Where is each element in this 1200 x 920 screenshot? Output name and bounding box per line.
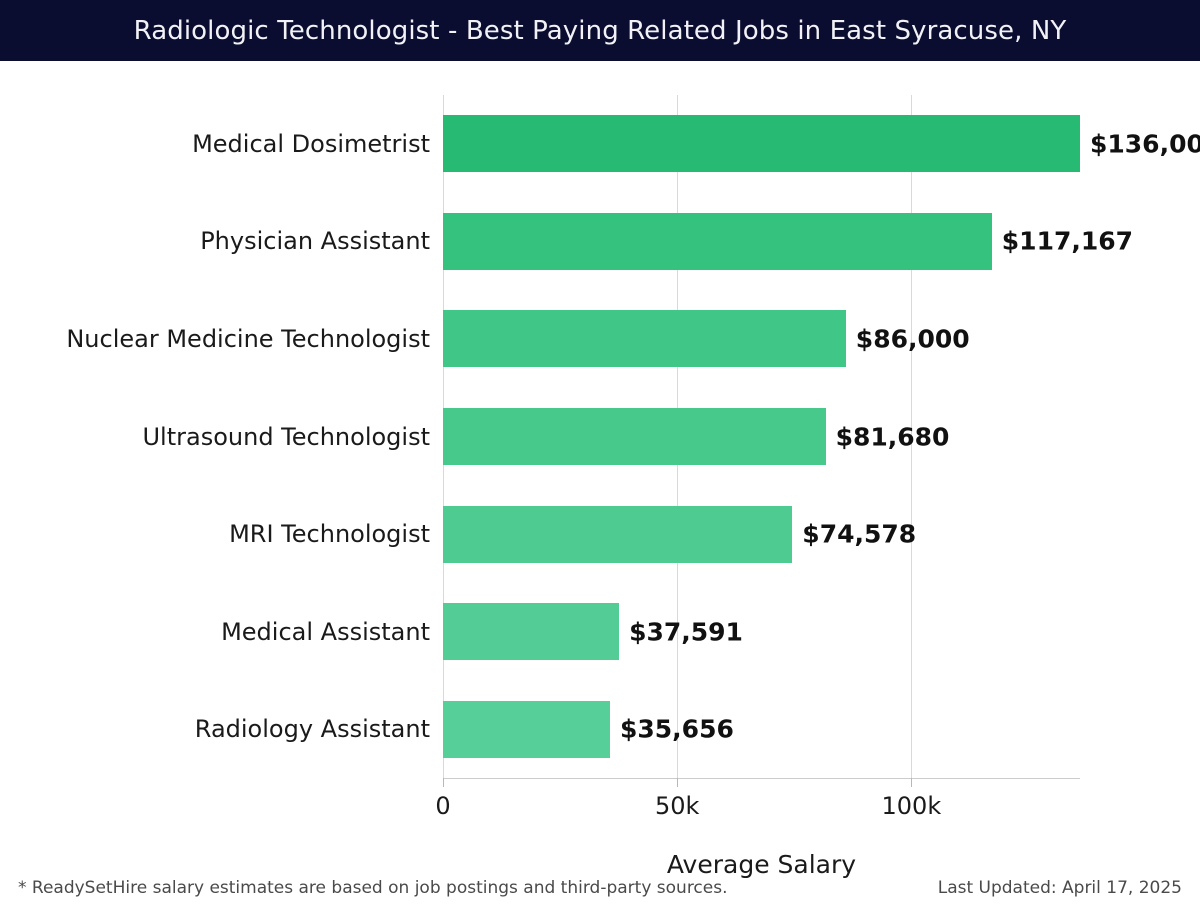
x-tick-mark: [911, 778, 913, 787]
bar-row[interactable]: $117,167: [443, 212, 1133, 270]
bar[interactable]: [443, 408, 826, 465]
bar[interactable]: [443, 310, 846, 368]
header-bar: Radiologic Technologist - Best Paying Re…: [0, 0, 1200, 61]
x-axis-title: Average Salary: [666, 850, 857, 879]
x-gridline: [911, 95, 913, 778]
x-tick-label: 50k: [654, 792, 700, 820]
footer-last-updated: Last Updated: April 17, 2025: [937, 878, 1182, 898]
bar-row[interactable]: $86,000: [443, 310, 1080, 368]
bar-value-label: $37,591: [629, 617, 743, 647]
bar-row[interactable]: $81,680: [443, 408, 1080, 465]
bar-row[interactable]: $35,656: [443, 700, 1080, 758]
bar[interactable]: [443, 115, 1080, 173]
bar-value-label: $81,680: [835, 422, 950, 451]
bar[interactable]: [443, 700, 610, 758]
bar-value-label: $136,000: [1090, 129, 1200, 159]
footer-disclaimer: * ReadySetHire salary estimates are base…: [18, 878, 728, 898]
x-tick-mark: [677, 778, 679, 787]
x-tick-label: 0: [435, 792, 451, 820]
bar-row[interactable]: $37,591: [443, 603, 1080, 661]
x-axis-line: [443, 778, 1080, 779]
bar-row[interactable]: $136,000: [443, 115, 1200, 173]
page-title: Radiologic Technologist - Best Paying Re…: [133, 15, 1067, 46]
bar-value-label: $74,578: [802, 519, 917, 549]
bar-value-label: $117,167: [1001, 226, 1134, 256]
x-tick-mark: [443, 778, 444, 787]
bar[interactable]: [443, 505, 793, 563]
bar-value-label: $86,000: [855, 324, 970, 354]
x-tick-label: 100k: [881, 792, 942, 820]
bar-row[interactable]: $74,578: [443, 505, 1080, 563]
bar-value-label: $35,656: [620, 714, 734, 744]
bar[interactable]: [443, 212, 992, 270]
bar[interactable]: [443, 603, 620, 661]
